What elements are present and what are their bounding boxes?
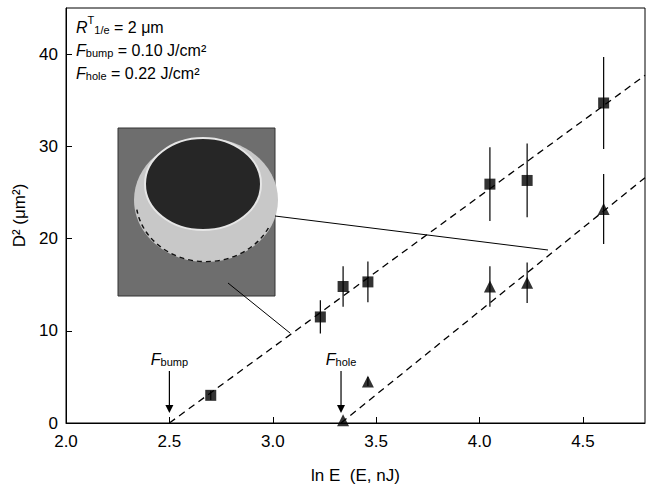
svg-text:F: F	[325, 350, 336, 368]
svg-text:hole: hole	[336, 356, 357, 368]
svg-text:10: 10	[39, 321, 58, 340]
svg-text:F: F	[76, 64, 86, 82]
svg-text:2.0: 2.0	[54, 432, 78, 451]
svg-text:3.0: 3.0	[261, 432, 285, 451]
svg-text:30: 30	[39, 137, 58, 156]
svg-text:ln E (E, nJ): ln E (E, nJ)	[311, 466, 400, 485]
svg-text:20: 20	[39, 229, 58, 248]
svg-text:bump: bump	[161, 356, 189, 368]
svg-text:0: 0	[49, 414, 58, 433]
svg-text:3.5: 3.5	[364, 432, 388, 451]
svg-text:1/e: 1/e	[94, 24, 109, 36]
svg-text:2.5: 2.5	[158, 432, 182, 451]
svg-text:T: T	[87, 13, 95, 26]
svg-text:F: F	[76, 41, 86, 59]
svg-text:bump: bump	[86, 47, 114, 59]
svg-text:= 2 μm: = 2 μm	[110, 19, 164, 36]
svg-text:= 0.22 J/cm²: = 0.22 J/cm²	[107, 65, 201, 82]
svg-text:= 0.10 J/cm²: = 0.10 J/cm²	[113, 42, 207, 59]
svg-text:R: R	[76, 19, 88, 36]
svg-text:D² (μm²): D² (μm²)	[10, 184, 29, 248]
svg-text:4.5: 4.5	[571, 432, 595, 451]
svg-text:40: 40	[39, 45, 58, 64]
svg-text:F: F	[150, 350, 161, 368]
svg-text:4.0: 4.0	[468, 432, 492, 451]
svg-text:hole: hole	[86, 70, 107, 82]
